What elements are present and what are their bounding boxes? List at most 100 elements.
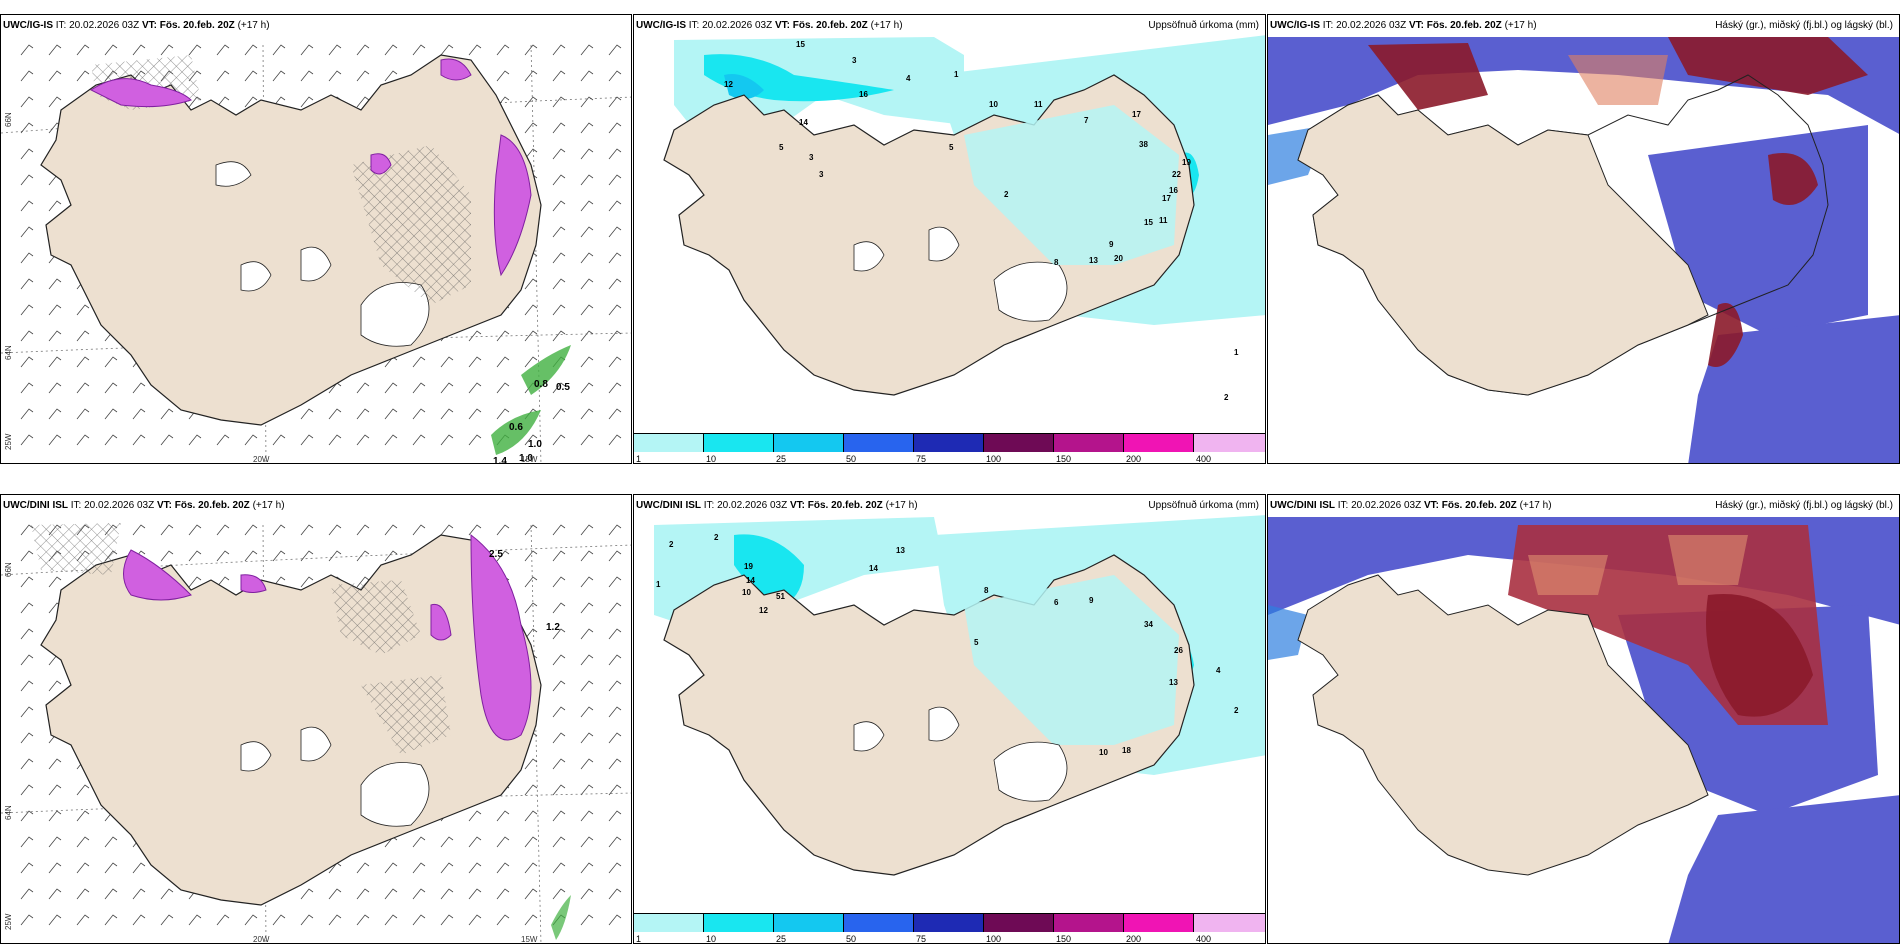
svg-text:17: 17 bbox=[1132, 110, 1141, 119]
svg-text:5: 5 bbox=[779, 143, 784, 152]
svg-text:2: 2 bbox=[1224, 393, 1229, 402]
panel-header: UWC/DINI ISL IT: 20.02.2026 03Z VT: Fös.… bbox=[1270, 500, 1552, 511]
wind-barb bbox=[48, 810, 62, 822]
svg-text:15W: 15W bbox=[521, 935, 538, 944]
wind-barb bbox=[20, 252, 34, 264]
wind-barb bbox=[468, 434, 482, 446]
wind-barb bbox=[552, 732, 566, 744]
wind-barb bbox=[356, 70, 370, 82]
svg-text:22: 22 bbox=[1172, 170, 1181, 179]
wind-barb bbox=[160, 888, 174, 900]
wind-barb bbox=[216, 96, 230, 108]
wind-barb bbox=[328, 408, 342, 420]
wind-barb bbox=[580, 96, 594, 108]
wind-barb bbox=[524, 862, 538, 874]
wind-barb bbox=[608, 278, 622, 290]
wind-label: 0.5 bbox=[556, 382, 570, 393]
wind-barb bbox=[440, 408, 454, 420]
wind-barb bbox=[440, 434, 454, 446]
wind-barb bbox=[20, 200, 34, 212]
wind-barb bbox=[580, 628, 594, 640]
wind-barb bbox=[496, 382, 510, 394]
wind-barb bbox=[356, 382, 370, 394]
wind-barb bbox=[440, 44, 454, 56]
wind-barb bbox=[496, 888, 510, 900]
wind-barb bbox=[132, 382, 146, 394]
wind-barb bbox=[356, 550, 370, 562]
wind-barb bbox=[608, 550, 622, 562]
wind-barb bbox=[104, 888, 118, 900]
svg-text:3: 3 bbox=[809, 153, 814, 162]
wind-barb bbox=[580, 278, 594, 290]
wind-barb bbox=[580, 226, 594, 238]
legend-swatch: 150 bbox=[1054, 434, 1124, 463]
wind-barb bbox=[48, 914, 62, 926]
wind-barb bbox=[552, 148, 566, 160]
wind-map: 2.5 1.2 20W 15W bbox=[1, 523, 631, 944]
wind-barb bbox=[608, 252, 622, 264]
wind-barb bbox=[300, 44, 314, 56]
wind-barb bbox=[216, 550, 230, 562]
svg-text:8: 8 bbox=[984, 586, 989, 595]
panel-header: UWC/IG-IS IT: 20.02.2026 03Z VT: Fös. 20… bbox=[636, 20, 903, 31]
precip-legend: 1 10 25 50 75 100 150 200 400 bbox=[634, 913, 1265, 943]
panel-header: UWC/IG-IS IT: 20.02.2026 03Z VT: Fös. 20… bbox=[1270, 20, 1537, 31]
wind-barb bbox=[552, 628, 566, 640]
wind-barb bbox=[552, 278, 566, 290]
wind-barb bbox=[552, 434, 566, 446]
wind-barb bbox=[552, 888, 566, 900]
wind-barb bbox=[552, 576, 566, 588]
svg-text:14: 14 bbox=[799, 118, 808, 127]
wind-barb bbox=[524, 278, 538, 290]
svg-text:14: 14 bbox=[869, 564, 878, 573]
wind-barb bbox=[608, 602, 622, 614]
wind-label: 1.0 bbox=[519, 453, 533, 464]
legend-swatch: 25 bbox=[774, 914, 844, 943]
wind-barb bbox=[524, 304, 538, 316]
legend-swatch: 200 bbox=[1124, 914, 1194, 943]
lat-label: 64N bbox=[4, 805, 13, 820]
wind-barb bbox=[20, 862, 34, 874]
wind-barb bbox=[552, 862, 566, 874]
wind-barb bbox=[496, 70, 510, 82]
wind-barb bbox=[48, 836, 62, 848]
wind-barb bbox=[20, 706, 34, 718]
wind-barb bbox=[608, 408, 622, 420]
wind-barb bbox=[552, 602, 566, 614]
wind-barb bbox=[524, 758, 538, 770]
wind-barb bbox=[384, 382, 398, 394]
wind-barb bbox=[608, 654, 622, 666]
wind-barb bbox=[216, 914, 230, 926]
wind-barb bbox=[524, 330, 538, 342]
wind-barb bbox=[104, 44, 118, 56]
svg-text:1: 1 bbox=[1234, 348, 1239, 357]
wind-barb bbox=[580, 888, 594, 900]
wind-barb bbox=[188, 914, 202, 926]
wind-barb bbox=[20, 148, 34, 160]
wind-barb bbox=[608, 862, 622, 874]
wind-barb bbox=[76, 888, 90, 900]
panel-precip-top: UWC/IG-IS IT: 20.02.2026 03Z VT: Fös. 20… bbox=[633, 14, 1266, 464]
wind-barb bbox=[552, 706, 566, 718]
wind-barb bbox=[580, 356, 594, 368]
wind-barb bbox=[48, 408, 62, 420]
wind-barb bbox=[496, 524, 510, 536]
wind-barb bbox=[552, 330, 566, 342]
wind-barb bbox=[132, 434, 146, 446]
wind-barb bbox=[48, 888, 62, 900]
wind-barb bbox=[20, 784, 34, 796]
legend-swatch: 150 bbox=[1054, 914, 1124, 943]
wind-barb bbox=[160, 408, 174, 420]
svg-text:12: 12 bbox=[759, 606, 768, 615]
svg-text:8: 8 bbox=[1054, 258, 1059, 267]
wind-barb bbox=[20, 654, 34, 666]
wind-barb bbox=[580, 304, 594, 316]
legend-swatch: 75 bbox=[914, 914, 984, 943]
svg-text:9: 9 bbox=[1089, 596, 1094, 605]
wind-barb bbox=[300, 576, 314, 588]
wind-barb bbox=[552, 408, 566, 420]
svg-text:20W: 20W bbox=[253, 935, 270, 944]
wind-barb bbox=[76, 810, 90, 822]
wind-barb bbox=[384, 408, 398, 420]
wind-barb bbox=[244, 524, 258, 536]
